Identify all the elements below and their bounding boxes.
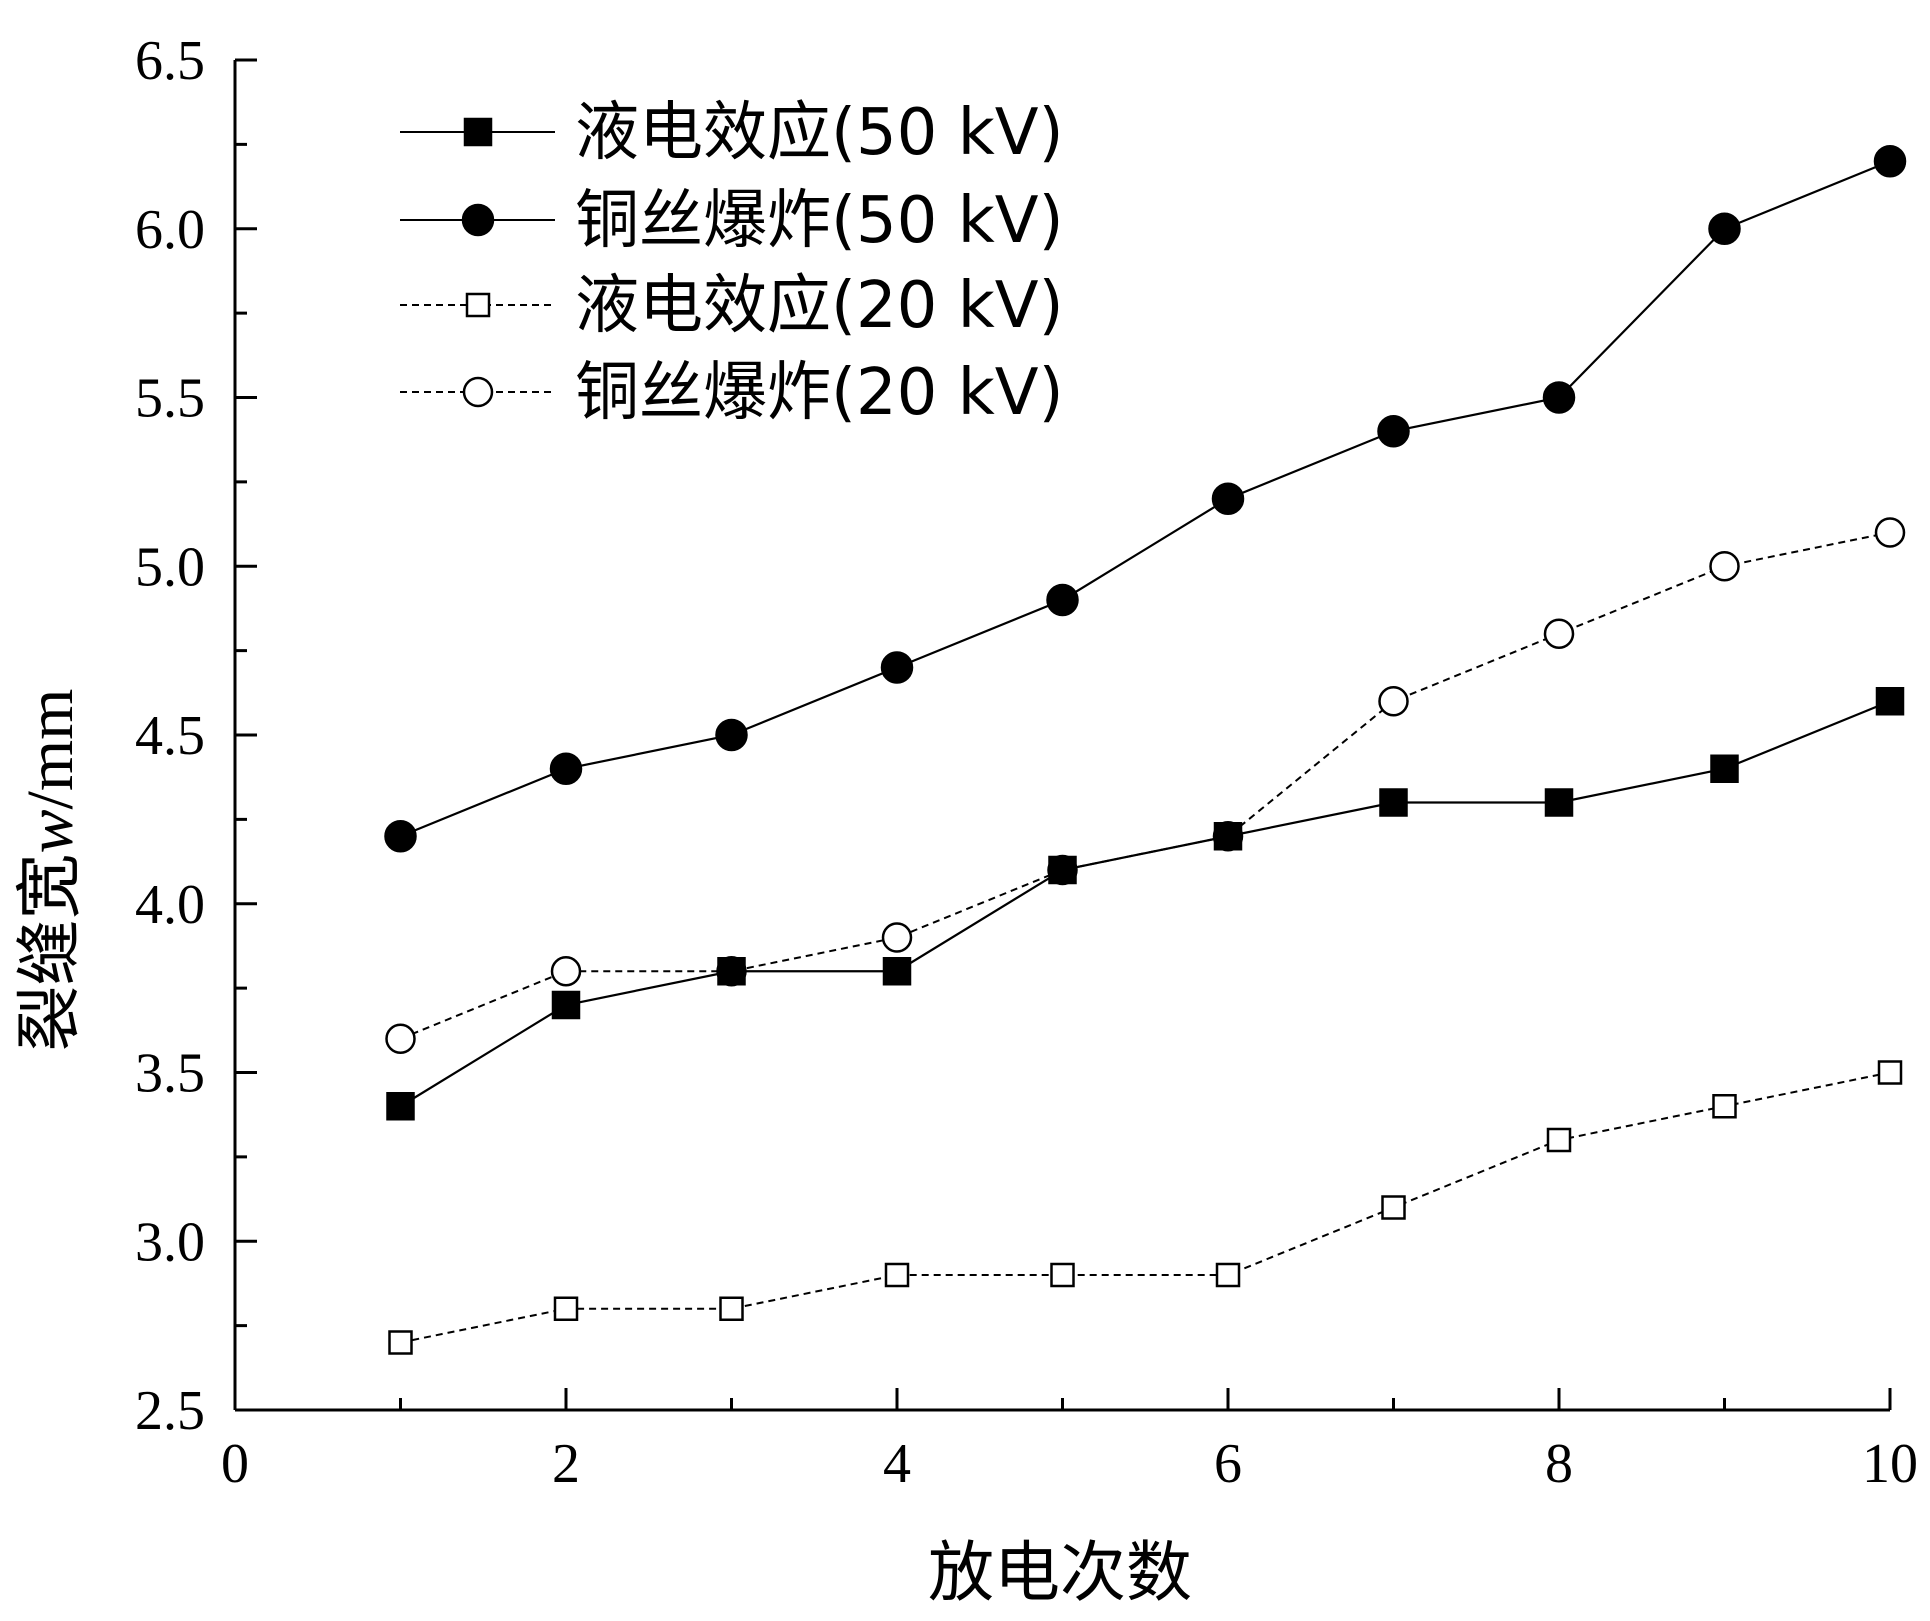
series-1 bbox=[386, 687, 1905, 1121]
data-point bbox=[719, 1296, 744, 1321]
data-point bbox=[1709, 551, 1740, 582]
data-point bbox=[1378, 686, 1409, 717]
legend: 液电效应(50 kV) 铜丝爆炸(50 kV) 液电效应(20 kV) 铜丝爆炸(20… bbox=[400, 96, 1064, 430]
y-tick-label: 4.5 bbox=[135, 705, 205, 767]
data-point bbox=[386, 1092, 415, 1121]
y-tick-label: 4.0 bbox=[135, 874, 205, 936]
x-tick-label: 4 bbox=[883, 1433, 911, 1495]
series-line bbox=[400, 531, 1891, 1040]
legend-item: 液电效应(50 kV) bbox=[400, 96, 1064, 170]
data-point bbox=[1377, 415, 1410, 448]
data-point bbox=[882, 957, 912, 986]
data-point bbox=[1381, 1195, 1406, 1220]
data-point bbox=[550, 956, 582, 987]
series-3 bbox=[388, 1060, 1903, 1355]
y-tick-label: 6.0 bbox=[135, 199, 205, 261]
series-line bbox=[400, 1071, 1891, 1344]
y-tick-label: 3.0 bbox=[135, 1211, 205, 1273]
x-tick-label: 2 bbox=[552, 1433, 580, 1495]
series-line bbox=[400, 160, 1891, 838]
legend-label: 液电效应(50 kV) bbox=[575, 96, 1064, 170]
data-point bbox=[1874, 517, 1906, 548]
data-point bbox=[717, 957, 746, 986]
data-point bbox=[1542, 381, 1576, 414]
x-tick-label: 0 bbox=[221, 1433, 249, 1495]
data-point bbox=[551, 990, 581, 1020]
data-point bbox=[1708, 212, 1741, 245]
data-point bbox=[388, 1330, 413, 1355]
data-point bbox=[884, 1262, 910, 1288]
axes: 0 2 4 6 8 10 2.5 3.0 3.5 4.0 4.5 5.0 5.5 6.0 6.5 bbox=[135, 30, 1918, 1495]
data-point bbox=[1877, 1060, 1903, 1085]
legend-marker bbox=[463, 117, 493, 147]
data-point bbox=[1875, 687, 1905, 716]
legend-marker bbox=[461, 203, 495, 237]
data-point bbox=[1710, 754, 1739, 783]
x-tick-label: 10 bbox=[1862, 1433, 1918, 1495]
data-point bbox=[1048, 855, 1077, 885]
x-axis-title: 放电次数 bbox=[928, 1534, 1192, 1611]
data-point bbox=[1213, 822, 1243, 851]
data-point bbox=[881, 922, 913, 953]
legend-marker bbox=[465, 292, 491, 318]
series-layer bbox=[384, 145, 1907, 1355]
y-tick-label: 6.5 bbox=[135, 30, 205, 92]
data-point bbox=[384, 820, 417, 853]
legend-item: 铜丝爆炸(50 kV) bbox=[400, 184, 1064, 258]
data-point bbox=[715, 718, 748, 752]
data-point bbox=[1712, 1094, 1737, 1119]
x-tick-label: 6 bbox=[1214, 1433, 1242, 1495]
data-point bbox=[1546, 1127, 1572, 1153]
data-point bbox=[1379, 788, 1408, 817]
data-point bbox=[385, 1023, 416, 1054]
data-point bbox=[1050, 1262, 1075, 1288]
data-point bbox=[1544, 788, 1574, 817]
legend-label: 液电效应(20 kV) bbox=[575, 269, 1064, 343]
y-axis-title-variable: w bbox=[14, 809, 87, 853]
x-tick-label: 8 bbox=[1545, 1433, 1573, 1495]
data-point bbox=[1046, 583, 1079, 617]
y-tick-label: 5.5 bbox=[135, 368, 205, 430]
data-point bbox=[1873, 145, 1907, 178]
legend-marker bbox=[462, 376, 494, 408]
data-point bbox=[1215, 1262, 1241, 1288]
y-axis-title-unit: /mm bbox=[14, 688, 87, 809]
legend-label: 铜丝爆炸(50 kV) bbox=[575, 184, 1064, 258]
y-axis-title: 裂缝宽w/mm bbox=[11, 688, 88, 1051]
data-point bbox=[1543, 618, 1575, 649]
series-2 bbox=[384, 145, 1907, 853]
legend-item: 液电效应(20 kV) bbox=[400, 269, 1064, 343]
y-tick-label: 5.0 bbox=[135, 536, 205, 598]
y-tick-label: 2.5 bbox=[135, 1380, 205, 1442]
legend-label: 铜丝爆炸(20 kV) bbox=[575, 356, 1064, 430]
data-point bbox=[553, 1296, 579, 1321]
y-axis-title-main: 裂缝宽 bbox=[11, 854, 88, 1052]
data-point bbox=[880, 651, 914, 684]
legend-item: 铜丝爆炸(20 kV) bbox=[400, 356, 1064, 430]
series-line bbox=[399, 700, 1891, 1108]
y-tick-label: 3.5 bbox=[135, 1043, 205, 1105]
data-point bbox=[549, 752, 583, 785]
data-point bbox=[1211, 482, 1245, 515]
series-4 bbox=[385, 517, 1906, 1054]
